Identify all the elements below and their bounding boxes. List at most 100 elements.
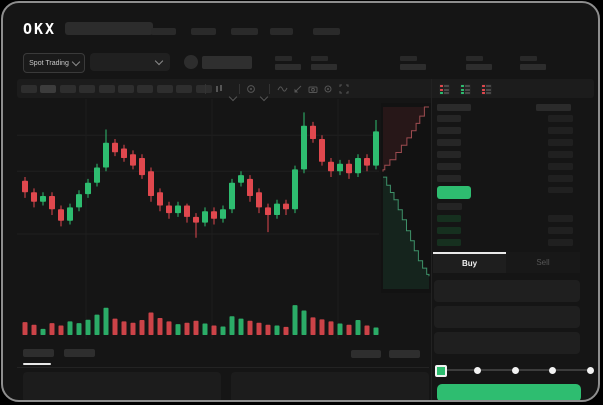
pencil-icon[interactable]	[293, 84, 303, 94]
orderbook-ask-amount	[548, 163, 573, 170]
orderbook-ask-row[interactable]	[437, 139, 461, 146]
search-input[interactable]	[65, 22, 153, 35]
timeframe-button[interactable]	[59, 85, 76, 93]
nav-item[interactable]	[151, 28, 176, 35]
volume-bar	[292, 305, 298, 335]
depth-asks-line	[382, 106, 429, 172]
slider-stop[interactable]	[511, 366, 519, 374]
candlestick	[22, 180, 28, 193]
candlestick	[148, 171, 154, 196]
volume-bar	[130, 322, 136, 335]
depth-bids-line	[383, 176, 430, 277]
history-tab[interactable]	[64, 349, 95, 357]
nav-item[interactable]	[270, 28, 293, 35]
candlestick	[49, 196, 55, 210]
volume-bar	[139, 320, 145, 335]
stat-value-placeholder	[466, 64, 492, 70]
slider-stop[interactable]	[474, 366, 481, 374]
candlestick	[373, 131, 379, 166]
current-price-bar[interactable]	[437, 186, 471, 199]
candlestick	[184, 205, 190, 217]
volume-bar	[94, 314, 100, 335]
timeframe-button[interactable]	[137, 85, 154, 93]
chart-range-button[interactable]	[351, 350, 381, 358]
volume-bar	[229, 316, 235, 335]
orderbook-price-header	[437, 104, 471, 111]
orderbook-bid-row[interactable]	[437, 227, 461, 234]
volume-bar	[49, 323, 55, 335]
timeframe-button[interactable]	[21, 85, 37, 93]
volume-bar	[337, 323, 343, 335]
orderbook-ask-row[interactable]	[437, 175, 461, 182]
orders-tab[interactable]	[23, 349, 54, 357]
coin-avatar	[184, 55, 198, 69]
volume-bar	[355, 320, 361, 335]
orderbook-toggle-asks-icon[interactable]	[481, 84, 492, 95]
divider	[17, 367, 429, 368]
candlestick	[364, 158, 370, 166]
volume-bar	[310, 317, 316, 335]
market-type-dropdown[interactable]: Spot Trading	[23, 53, 85, 73]
line-tool-icon[interactable]	[277, 84, 288, 94]
amount-input[interactable]	[434, 306, 580, 328]
volume-bar	[265, 324, 271, 335]
indicator-icon[interactable]	[246, 84, 256, 94]
price-input[interactable]	[434, 280, 580, 302]
total-input[interactable]	[434, 332, 580, 354]
price-chart[interactable]	[17, 99, 431, 349]
timeframe-button[interactable]	[40, 85, 57, 93]
stat-label-placeholder	[466, 56, 483, 61]
chevron-down-icon	[154, 56, 164, 66]
orderbook-ask-row[interactable]	[437, 115, 461, 122]
slider-handle[interactable]	[435, 365, 447, 377]
stat-label-placeholder	[311, 56, 328, 61]
orderbook-toggle-both-icon[interactable]	[439, 84, 450, 95]
orderbook-bid-row[interactable]	[437, 215, 461, 222]
nav-item[interactable]	[313, 28, 340, 35]
timeframe-button[interactable]	[98, 85, 115, 93]
timeframe-button[interactable]	[118, 85, 134, 93]
volume-bar	[238, 318, 244, 335]
orderbook-bid-row[interactable]	[437, 239, 461, 246]
candlestick	[121, 148, 127, 158]
candlestick	[40, 196, 46, 202]
candlestick	[265, 207, 271, 215]
orderbook-ask-row[interactable]	[437, 127, 461, 134]
timeframe-button[interactable]	[156, 85, 173, 93]
timeframe-button[interactable]	[176, 85, 193, 93]
nav-item[interactable]	[231, 28, 258, 35]
market-type-label: Spot Trading	[29, 59, 69, 67]
gear-icon[interactable]	[323, 84, 333, 94]
slider-stop[interactable]	[549, 366, 556, 374]
volume-bar	[202, 323, 208, 335]
orderbook-ask-amount	[548, 127, 573, 134]
camera-icon[interactable]	[308, 84, 318, 94]
stat-label-placeholder	[275, 56, 292, 61]
buy-button[interactable]	[437, 384, 581, 400]
stat-value-placeholder	[311, 64, 337, 70]
nav-item[interactable]	[191, 28, 216, 35]
orderbook-ask-row[interactable]	[437, 151, 461, 158]
stat-value-placeholder	[400, 64, 426, 70]
candle-type-icon[interactable]	[214, 84, 224, 94]
volume-bar	[121, 321, 127, 335]
orderbook-ask-row[interactable]	[437, 163, 461, 170]
volume-bar	[274, 325, 280, 335]
volume-bar	[58, 325, 64, 335]
expand-icon[interactable]	[339, 84, 349, 94]
volume-bar	[166, 321, 172, 335]
orderbook-toggle-bids-icon[interactable]	[460, 84, 471, 95]
pair-dropdown[interactable]	[90, 53, 170, 71]
timeframe-button[interactable]	[79, 85, 96, 93]
volume-bar	[40, 328, 46, 335]
pair-name-placeholder	[202, 56, 252, 69]
sell-tab[interactable]: Sell	[506, 252, 580, 273]
timeframe-button[interactable]	[195, 85, 212, 93]
trade-tabs: Buy Sell	[433, 252, 580, 273]
slider-stop[interactable]	[586, 366, 594, 374]
candlestick	[76, 194, 82, 208]
buy-tab[interactable]: Buy	[433, 252, 506, 273]
candlestick	[130, 154, 136, 166]
chart-range-button[interactable]	[389, 350, 420, 358]
volume-bar	[175, 324, 181, 335]
